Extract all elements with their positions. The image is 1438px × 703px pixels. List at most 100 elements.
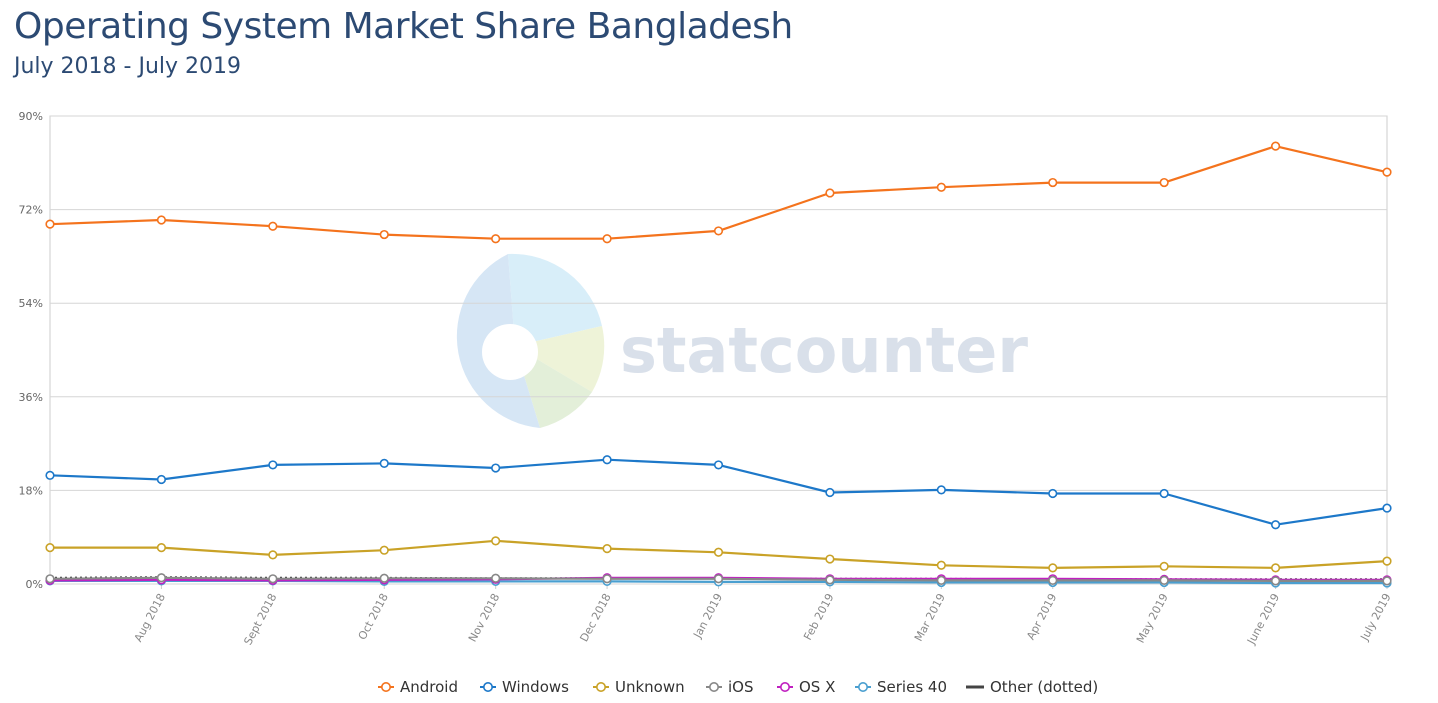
data-point[interactable]: [1048, 563, 1058, 573]
legend-item[interactable]: Android: [378, 678, 458, 696]
data-point[interactable]: [1382, 576, 1392, 586]
legend-item[interactable]: OS X: [777, 678, 835, 696]
legend-marker-icon: [857, 681, 868, 692]
legend-label: iOS: [728, 678, 754, 696]
data-point[interactable]: [268, 221, 278, 231]
data-point[interactable]: [602, 455, 612, 465]
y-tick-label: 72%: [19, 204, 43, 217]
data-point[interactable]: [1048, 488, 1058, 499]
data-point[interactable]: [936, 485, 946, 495]
data-point[interactable]: [825, 575, 835, 585]
x-tick-label: June 2019: [1244, 591, 1282, 647]
statcounter-watermark: statcounter: [456, 253, 1028, 428]
data-point[interactable]: [602, 234, 612, 244]
data-point[interactable]: [1159, 177, 1169, 188]
data-point[interactable]: [825, 188, 835, 198]
data-point[interactable]: [1382, 167, 1392, 177]
data-point[interactable]: [45, 542, 55, 553]
x-tick-label: Apr 2019: [1024, 591, 1059, 642]
legend-item[interactable]: Windows: [480, 678, 569, 696]
legend: Android Windows Unknown iOS OS X Series 40 Oth…: [378, 678, 1098, 696]
x-tick-label: Feb 2019: [801, 591, 836, 642]
y-axis: 0% 18% 36% 54% 72% 90%: [19, 110, 43, 591]
data-point[interactable]: [1048, 575, 1058, 585]
series-line: [49, 145, 1388, 240]
x-tick-label: Oct 2018: [356, 591, 391, 642]
data-point[interactable]: [156, 474, 167, 485]
data-point[interactable]: [379, 545, 389, 555]
legend-marker-icon: [595, 681, 606, 692]
data-point[interactable]: [268, 574, 278, 584]
data-point[interactable]: [491, 463, 501, 473]
series-unknown: [45, 536, 1392, 573]
data-point[interactable]: [156, 542, 167, 553]
data-point[interactable]: [379, 458, 389, 468]
data-point[interactable]: [491, 234, 501, 244]
data-point[interactable]: [1270, 563, 1281, 573]
legend-label: OS X: [799, 678, 835, 696]
chart-title: Operating System Market Share Bangladesh: [14, 6, 793, 47]
data-point[interactable]: [825, 487, 835, 498]
x-tick-label: July 2019: [1358, 591, 1394, 643]
data-point[interactable]: [936, 560, 946, 570]
x-tick-label: Jan 2019: [690, 591, 725, 641]
data-point[interactable]: [491, 573, 501, 583]
data-point[interactable]: [1382, 503, 1392, 513]
legend-item[interactable]: Series 40: [855, 678, 947, 696]
data-point[interactable]: [713, 574, 724, 584]
data-point[interactable]: [45, 219, 55, 229]
data-point[interactable]: [1159, 488, 1169, 499]
data-point[interactable]: [156, 215, 167, 225]
x-tick-label: Nov 2018: [466, 591, 502, 644]
y-tick-label: 18%: [19, 484, 43, 497]
y-tick-label: 0%: [26, 578, 43, 591]
x-tick-label: Aug 2018: [132, 591, 168, 644]
data-point[interactable]: [713, 226, 724, 236]
data-point[interactable]: [1048, 177, 1058, 188]
legend-item[interactable]: Unknown: [593, 678, 685, 696]
data-point[interactable]: [1270, 576, 1281, 586]
data-point[interactable]: [268, 550, 278, 560]
data-point[interactable]: [602, 544, 612, 554]
series-ios: [45, 573, 1392, 586]
legend-marker-icon: [779, 681, 790, 692]
legend-marker-icon: [708, 681, 719, 692]
data-point[interactable]: [936, 575, 946, 585]
data-point[interactable]: [45, 470, 55, 480]
legend-item[interactable]: Other (dotted): [966, 678, 1098, 696]
data-point[interactable]: [1159, 561, 1169, 571]
legend-item[interactable]: iOS: [706, 678, 754, 696]
data-point[interactable]: [379, 229, 389, 240]
y-tick-label: 36%: [19, 391, 43, 404]
legend-label: Other (dotted): [990, 678, 1098, 696]
legend-label: Android: [400, 678, 458, 696]
data-point[interactable]: [825, 554, 835, 564]
data-point[interactable]: [1270, 141, 1281, 151]
data-point[interactable]: [491, 536, 501, 546]
legend-label: Series 40: [877, 678, 947, 696]
data-point[interactable]: [268, 460, 278, 470]
data-point[interactable]: [713, 460, 724, 470]
y-tick-label: 54%: [19, 297, 43, 310]
x-tick-label: Dec 2018: [577, 591, 613, 644]
data-point[interactable]: [602, 574, 612, 584]
data-point[interactable]: [1270, 520, 1281, 530]
x-tick-label: Sept 2018: [241, 591, 279, 647]
data-point[interactable]: [379, 573, 389, 583]
legend-label: Windows: [502, 678, 569, 696]
x-tick-label: May 2019: [1134, 591, 1171, 645]
data-point[interactable]: [1159, 575, 1169, 585]
data-point[interactable]: [1382, 556, 1392, 566]
x-tick-label: Mar 2019: [912, 591, 948, 643]
series-windows: [45, 455, 1392, 530]
data-point[interactable]: [45, 574, 55, 584]
watermark-text: statcounter: [620, 314, 1028, 387]
data-point[interactable]: [156, 573, 167, 583]
series-android: [45, 141, 1392, 244]
data-point[interactable]: [713, 547, 724, 557]
y-tick-label: 90%: [19, 110, 43, 123]
data-point[interactable]: [936, 182, 946, 192]
chart-subtitle: July 2018 - July 2019: [14, 54, 242, 79]
legend-label: Unknown: [615, 678, 685, 696]
